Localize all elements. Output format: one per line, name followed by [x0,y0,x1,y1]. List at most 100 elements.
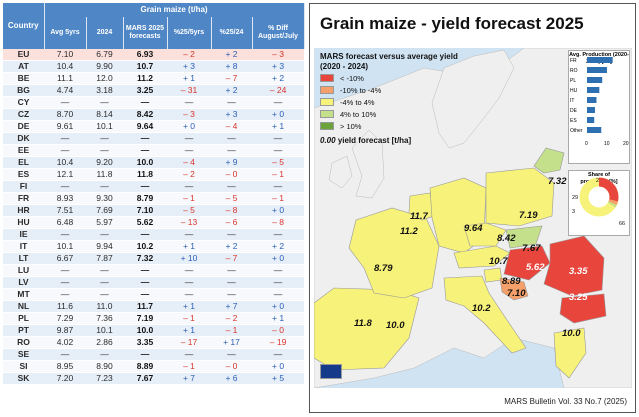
table-cell: – 3 [252,49,305,62]
table-row: BG 4.74 3.18 3.25– 31 + 2– 24 [3,84,305,98]
table-cell: — [123,144,167,158]
table-cell: 2.86 [86,336,123,350]
table-cell: – 4 [211,120,252,134]
table-cell: — [211,180,252,194]
table-cell: – 3 [167,108,211,122]
table-cell: 7.19 [123,312,167,326]
table-cell: EL [3,156,44,170]
table-cell: + 8 [211,60,252,74]
table-cell: + 1 [252,312,305,326]
table-cell: — [123,96,167,110]
header-group: Grain maize (t/ha) [44,3,305,17]
header-pct-24: %25/24 [211,17,253,49]
legend-label: -10% to -4% [340,85,382,95]
legend-swatch [320,98,334,106]
map-value-label: 11.2 [400,226,418,237]
table-cell: — [123,348,167,362]
table-row: DK — — — — — — [3,132,305,146]
bar [587,67,607,73]
table-cell: – 0 [252,324,305,338]
bar-label: DE [570,108,578,114]
table-cell: + 2 [252,240,305,254]
table-cell: HR [3,204,44,218]
table-cell: + 0 [252,204,305,218]
avg-production-chart: Avg. Production (2020-2024) [Mt] FRROPLH… [568,50,630,164]
table-cell: EE [3,144,44,158]
table-cell: — [86,288,123,302]
forecast-panel: Grain maize - yield forecast 2025 [309,3,636,413]
bar [587,127,602,133]
table-cell: — [123,228,167,242]
map-value-label: 9.64 [464,223,483,234]
table-cell: — [211,96,252,110]
table-cell: SI [3,360,44,374]
table-cell: — [167,264,211,278]
table-cell: 4.02 [44,336,86,350]
table-cell: — [123,264,167,278]
map-svg [314,48,632,388]
header-2024: 2024 [86,17,124,49]
table-cell: 10.1 [86,324,123,338]
legend-item: < -10% [320,72,480,84]
table-cell: – 1 [252,192,305,206]
table-cell: + 2 [211,49,252,62]
map-value-label: 7.67 [522,243,541,254]
table-row: EE — — — — — — [3,144,305,158]
table-cell: 10.7 [123,60,167,74]
bar-label: FR [570,58,577,64]
table-cell: — [211,228,252,242]
table-row: PL 7.29 7.36 7.19– 1– 2 + 1 [3,312,305,326]
table-cell: – 2 [167,49,211,62]
table-cell: — [167,180,211,194]
table-cell: + 0 [252,300,305,314]
table-cell: 7.10 [44,49,86,62]
table-cell: 10.4 [44,60,86,74]
legend-swatch [320,110,334,118]
table-row: EL 10.4 9.20 10.0– 4 + 9– 5 [3,156,305,170]
map-value-label: 10.2 [472,303,491,314]
map-value-label: 8.42 [497,233,516,244]
map-value-label: 10.7 [489,256,508,267]
map-value-label: 8.79 [374,263,393,274]
table-cell: — [123,132,167,146]
map-value-label: 3.35 [569,266,588,277]
table-cell: FR [3,192,44,206]
map-value-label: 3.25 [569,292,588,303]
table-cell: – 1 [211,324,252,338]
table-row: LV — — — — — — [3,276,305,290]
table-cell: 3.25 [123,84,167,98]
table-cell: PL [3,312,44,326]
table-cell: — [252,288,305,302]
table-cell: 7.36 [86,312,123,326]
table-row: RO 4.02 2.86 3.35– 17 + 17– 19 [3,336,305,350]
table-cell: — [167,276,211,290]
table-cell: — [252,144,305,158]
tick-label: 20 [623,141,629,147]
table-cell: — [86,276,123,290]
table-cell: — [44,96,86,110]
table-cell: — [123,276,167,290]
ireland [328,155,353,189]
table-cell: + 1 [167,324,211,338]
bar-label: HU [570,88,578,94]
table-cell: + 3 [252,60,305,74]
hungary [503,245,551,281]
table-cell: — [211,288,252,302]
table-cell: — [86,144,123,158]
table-cell: — [252,276,305,290]
table-row: FI — — — — — — [3,180,305,194]
table-cell: + 2 [252,72,305,86]
table-cell: 11.1 [44,72,86,86]
table-cell: + 1 [252,120,305,134]
table-cell: + 10 [167,252,211,266]
table-cell: — [123,180,167,194]
table-cell: 8.42 [123,108,167,122]
table-cell: + 1 [167,300,211,314]
table-cell: – 13 [167,216,211,230]
table-cell: 9.20 [86,156,123,170]
table-cell: + 6 [211,372,252,386]
table-cell: — [44,132,86,146]
bar [587,77,603,83]
table-cell: 4.74 [44,84,86,98]
table-cell: – 19 [252,336,305,350]
